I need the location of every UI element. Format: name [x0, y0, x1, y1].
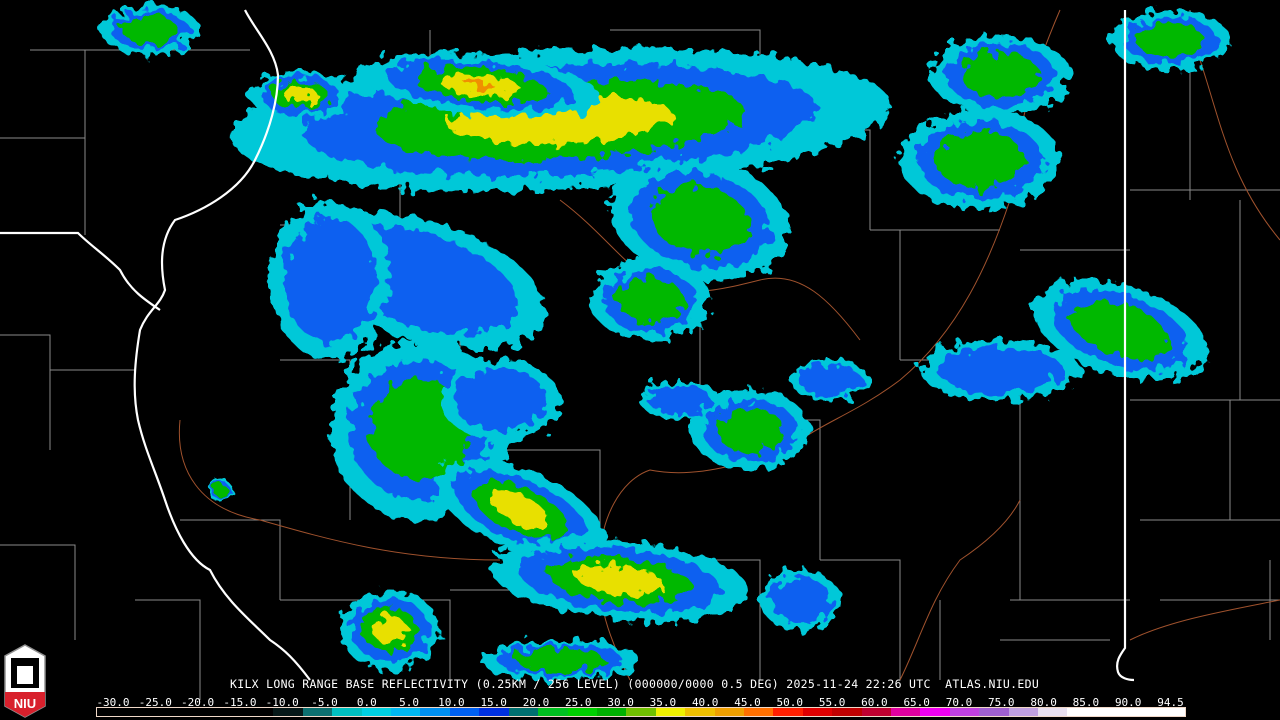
colorbar-swatch — [1126, 708, 1156, 716]
colorbar-swatch — [802, 708, 833, 716]
colorbar-label: -25.0 — [138, 696, 172, 709]
colorbar-swatch — [332, 708, 362, 716]
colorbar-swatch — [391, 708, 421, 716]
colorbar-label: 35.0 — [649, 696, 677, 709]
colorbar-label: 10.0 — [438, 696, 465, 709]
colorbar-label: -5.0 — [311, 696, 338, 709]
colorbar-swatch — [420, 708, 450, 716]
colorbar-swatch — [1008, 708, 1038, 716]
colorbar-label: -15.0 — [223, 696, 257, 709]
colorbar-label: 30.0 — [607, 696, 634, 709]
colorbar-swatch — [97, 708, 127, 716]
echo-cell — [453, 368, 547, 432]
echo-cell — [1071, 301, 1169, 359]
echo-cell — [648, 384, 712, 416]
colorbar-label: 90.0 — [1114, 696, 1142, 709]
echo-cell — [283, 217, 377, 343]
colorbar-label: 15.0 — [480, 696, 507, 709]
colorbar-label: 40.0 — [691, 696, 719, 709]
echo-cell — [650, 185, 750, 255]
niu-logo: NIU — [4, 644, 46, 718]
colorbar-swatch — [185, 708, 215, 716]
colorbar-swatch — [861, 708, 891, 716]
echo-cell — [283, 86, 317, 104]
colorbar-label: 5.0 — [399, 696, 420, 709]
colorbar-label: 80.0 — [1030, 696, 1057, 709]
state-borders — [0, 9, 1135, 682]
colorbar-swatch — [596, 708, 627, 716]
colorbar-swatch — [920, 708, 950, 716]
colorbar-label: 75.0 — [988, 696, 1015, 709]
colorbar-label: -10.0 — [265, 696, 299, 709]
echo-cell — [716, 407, 784, 453]
colorbar-swatch — [155, 708, 186, 716]
colorbar-label: -30.0 — [96, 696, 130, 709]
colorbar-swatch — [126, 708, 156, 716]
colorbar-label: 85.0 — [1072, 696, 1100, 709]
colorbar-swatch — [685, 708, 715, 716]
colorbar-label: 50.0 — [776, 696, 804, 709]
colorbar-swatch — [449, 708, 480, 716]
colorbar-label: 94.5 — [1157, 696, 1184, 709]
echo-cell — [515, 648, 605, 672]
colorbar-swatch — [479, 708, 509, 716]
reflectivity-colorbar — [96, 707, 1186, 717]
echo-cell — [798, 364, 862, 396]
colorbar-swatch — [626, 708, 656, 716]
colorbar-label: 0.0 — [356, 696, 377, 709]
colorbar-label: 60.0 — [861, 696, 888, 709]
colorbar-labels: -30.0 -25.0 -20.0 -15.0 -10.0 -5.0 0.0 5.0 10.0 1… — [0, 696, 1280, 709]
colorbar-swatch — [890, 708, 921, 716]
colorbar-swatch — [244, 708, 274, 716]
colorbar-swatch — [1038, 708, 1068, 716]
colorbar-swatch — [214, 708, 245, 716]
echo-cell — [575, 565, 665, 595]
radar-echoes — [100, 5, 1230, 680]
colorbar-label: 65.0 — [903, 696, 930, 709]
colorbar-swatch — [273, 708, 303, 716]
colorbar-swatch — [655, 708, 686, 716]
echo-cell — [373, 616, 407, 644]
colorbar-swatch — [302, 708, 333, 716]
colorbar-label: 25.0 — [565, 696, 592, 709]
colorbar-swatch — [1096, 708, 1127, 716]
colorbar-swatch — [361, 708, 392, 716]
echo-cell — [616, 277, 684, 323]
colorbar-swatch — [538, 708, 568, 716]
echo-cell — [465, 81, 495, 89]
colorbar-label: -20.0 — [181, 696, 215, 709]
colorbar-label: 20.0 — [522, 696, 550, 709]
echo-cell — [491, 492, 549, 528]
colorbar-swatch — [773, 708, 803, 716]
echo-cell — [122, 16, 178, 44]
echo-cell — [960, 52, 1040, 98]
echo-cell — [937, 346, 1063, 394]
echo-cell — [935, 132, 1025, 188]
colorbar-label: 70.0 — [945, 696, 973, 709]
logo-text: NIU — [14, 696, 36, 711]
colorbar-swatch — [1067, 708, 1097, 716]
product-title: KILX LONG RANGE BASE REFLECTIVITY (0.25K… — [230, 677, 1040, 691]
colorbar-swatch — [979, 708, 1009, 716]
colorbar-label: 55.0 — [818, 696, 846, 709]
colorbar-label: 45.0 — [734, 696, 761, 709]
colorbar-swatch — [1155, 708, 1186, 716]
colorbar-swatch — [714, 708, 744, 716]
colorbar-swatch — [832, 708, 862, 716]
colorbar-swatch — [508, 708, 539, 716]
colorbar-swatch — [567, 708, 597, 716]
colorbar-swatch — [743, 708, 774, 716]
echo-cell — [1136, 23, 1204, 57]
colorbar-swatch — [949, 708, 980, 716]
echo-cell — [768, 576, 832, 624]
echo-cell — [213, 483, 227, 497]
